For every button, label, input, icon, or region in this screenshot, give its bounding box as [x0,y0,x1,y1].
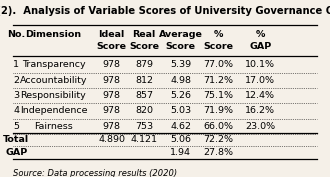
Text: GAP: GAP [249,42,272,51]
Text: 71.2%: 71.2% [203,76,233,85]
Text: 978: 978 [103,106,121,115]
Text: 2: 2 [13,76,19,85]
Text: Score: Score [203,42,233,51]
Text: Dimension: Dimension [25,30,82,39]
Text: 1.94: 1.94 [170,148,191,157]
Text: Fairness: Fairness [34,122,73,131]
Text: 71.9%: 71.9% [203,106,233,115]
Text: Table (2).  Analysis of Variable Scores of University Governance Quality: Table (2). Analysis of Variable Scores o… [0,6,330,16]
Text: 1: 1 [13,60,19,69]
Text: 879: 879 [135,60,153,69]
Text: Score: Score [129,42,159,51]
Text: 5: 5 [13,122,19,131]
Text: GAP: GAP [5,148,27,157]
Text: 5.06: 5.06 [170,135,191,144]
Text: 5.39: 5.39 [170,60,191,69]
Text: 753: 753 [135,122,153,131]
Text: 4.121: 4.121 [130,135,157,144]
Text: Source: Data processing results (2020): Source: Data processing results (2020) [13,169,177,177]
Text: 75.1%: 75.1% [203,91,233,100]
Text: 978: 978 [103,91,121,100]
Text: 812: 812 [135,76,153,85]
Text: 12.4%: 12.4% [246,91,276,100]
Text: 4: 4 [13,106,19,115]
Text: Transparency: Transparency [21,60,85,69]
Text: Independence: Independence [20,106,87,115]
Text: Score: Score [166,42,195,51]
Text: 978: 978 [103,122,121,131]
Text: 17.0%: 17.0% [246,76,276,85]
Text: 5.26: 5.26 [170,91,191,100]
Text: 4.62: 4.62 [170,122,191,131]
Text: 23.0%: 23.0% [245,122,276,131]
Text: No.: No. [7,30,25,39]
Text: 77.0%: 77.0% [203,60,233,69]
Text: 978: 978 [103,60,121,69]
Text: Average: Average [159,30,203,39]
Text: 5.03: 5.03 [170,106,191,115]
Text: 27.8%: 27.8% [203,148,233,157]
Text: Score: Score [97,42,127,51]
Text: Responsibility: Responsibility [20,91,86,100]
Text: 16.2%: 16.2% [246,106,276,115]
Text: 66.0%: 66.0% [203,122,233,131]
Text: %: % [256,30,265,39]
Text: Real: Real [132,30,156,39]
Text: Accountability: Accountability [20,76,87,85]
Text: 10.1%: 10.1% [246,60,276,69]
Text: 978: 978 [103,76,121,85]
Text: 4.98: 4.98 [170,76,191,85]
Text: 4.890: 4.890 [98,135,125,144]
Text: 820: 820 [135,106,153,115]
Text: %: % [214,30,223,39]
Text: Total: Total [3,135,29,144]
Text: 3: 3 [13,91,19,100]
Text: 857: 857 [135,91,153,100]
Text: 72.2%: 72.2% [203,135,233,144]
Text: Ideal: Ideal [99,30,125,39]
